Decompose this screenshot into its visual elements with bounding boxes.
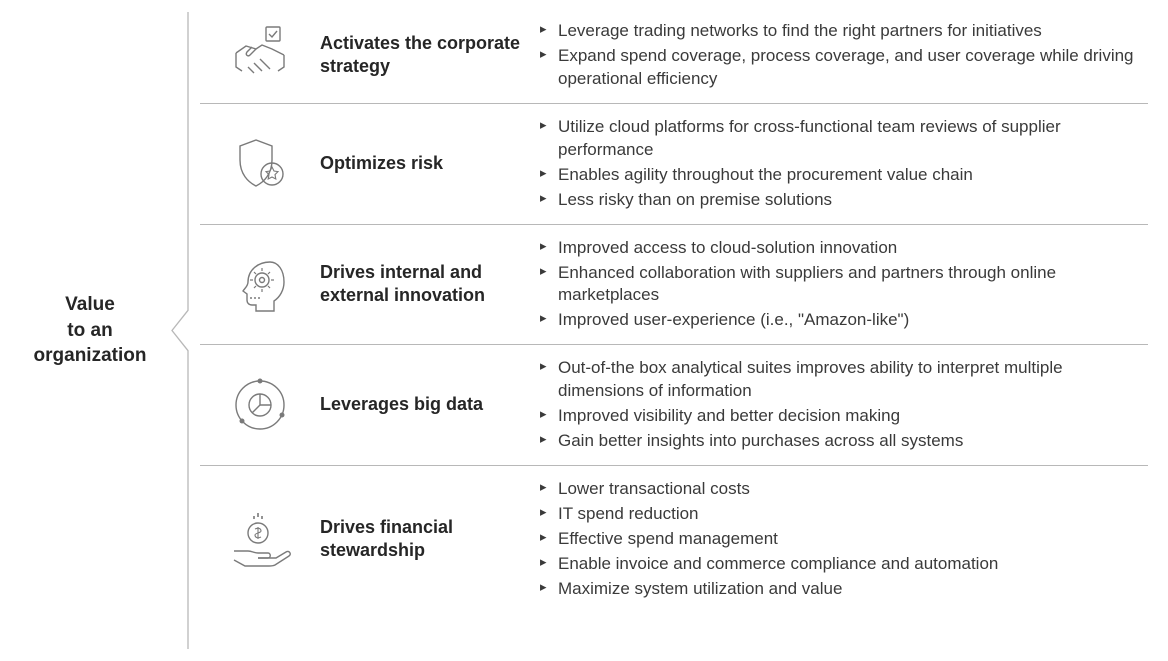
bullet-item: Leverage trading networks to find the ri… [540, 20, 1148, 43]
row-bullets: Lower transactional costs IT spend reduc… [540, 476, 1148, 603]
icon-cell [200, 23, 320, 87]
handshake-check-icon [228, 23, 292, 87]
value-row: Optimizes risk Utilize cloud platforms f… [200, 103, 1148, 224]
value-row: Leverages big data Out-of-the box analyt… [200, 344, 1148, 465]
bullet-item: Enable invoice and commerce compliance a… [540, 553, 1148, 576]
value-row: Activates the corporate strategy Leverag… [200, 8, 1148, 103]
rows-column: Activates the corporate strategy Leverag… [200, 8, 1148, 653]
bullet-item: Less risky than on premise solutions [540, 189, 1148, 212]
bullet-item: Improved user-experience (i.e., "Amazon-… [540, 309, 1148, 332]
bullet-item: Improved visibility and better decision … [540, 405, 1148, 428]
bullet-item: Utilize cloud platforms for cross-functi… [540, 116, 1148, 162]
bracket-column [160, 8, 200, 653]
bullet-item: Lower transactional costs [540, 478, 1148, 501]
row-title: Leverages big data [320, 393, 540, 416]
icon-cell [200, 507, 320, 571]
row-bullets: Leverage trading networks to find the ri… [540, 18, 1148, 93]
bullet-item: Effective spend management [540, 528, 1148, 551]
bullet-item: Improved access to cloud-solution innova… [540, 237, 1148, 260]
head-gear-icon [228, 252, 292, 316]
bullet-item: IT spend reduction [540, 503, 1148, 526]
label-line-3: organization [34, 345, 147, 366]
row-bullets: Out-of-the box analytical suites improve… [540, 355, 1148, 455]
label-line-2: to an [67, 320, 112, 341]
label-line-1: Value [65, 294, 115, 315]
value-label: Value to an organization [20, 8, 160, 653]
bullet-item: Maximize system utilization and value [540, 578, 1148, 601]
bullet-item: Out-of-the box analytical suites improve… [540, 357, 1148, 403]
icon-cell [200, 132, 320, 196]
bullet-item: Gain better insights into purchases acro… [540, 430, 1148, 453]
bracket-icon [160, 8, 200, 653]
row-bullets: Improved access to cloud-solution innova… [540, 235, 1148, 335]
icon-cell [200, 373, 320, 437]
row-title: Optimizes risk [320, 152, 540, 175]
hand-coin-icon [228, 507, 292, 571]
bullet-item: Enhanced collaboration with suppliers an… [540, 262, 1148, 308]
bullet-item: Enables agility throughout the procureme… [540, 164, 1148, 187]
icon-cell [200, 252, 320, 316]
row-title: Drives financial stewardship [320, 516, 540, 563]
value-row: Drives internal and external innovation … [200, 224, 1148, 345]
orbit-pie-icon [228, 373, 292, 437]
row-title: Activates the corporate strategy [320, 32, 540, 79]
row-bullets: Utilize cloud platforms for cross-functi… [540, 114, 1148, 214]
infographic-container: Value to an organization A [0, 0, 1168, 661]
value-row: Drives financial stewardship Lower trans… [200, 465, 1148, 613]
row-title: Drives internal and external innovation [320, 261, 540, 308]
shield-star-icon [228, 132, 292, 196]
bullet-item: Expand spend coverage, process coverage,… [540, 45, 1148, 91]
